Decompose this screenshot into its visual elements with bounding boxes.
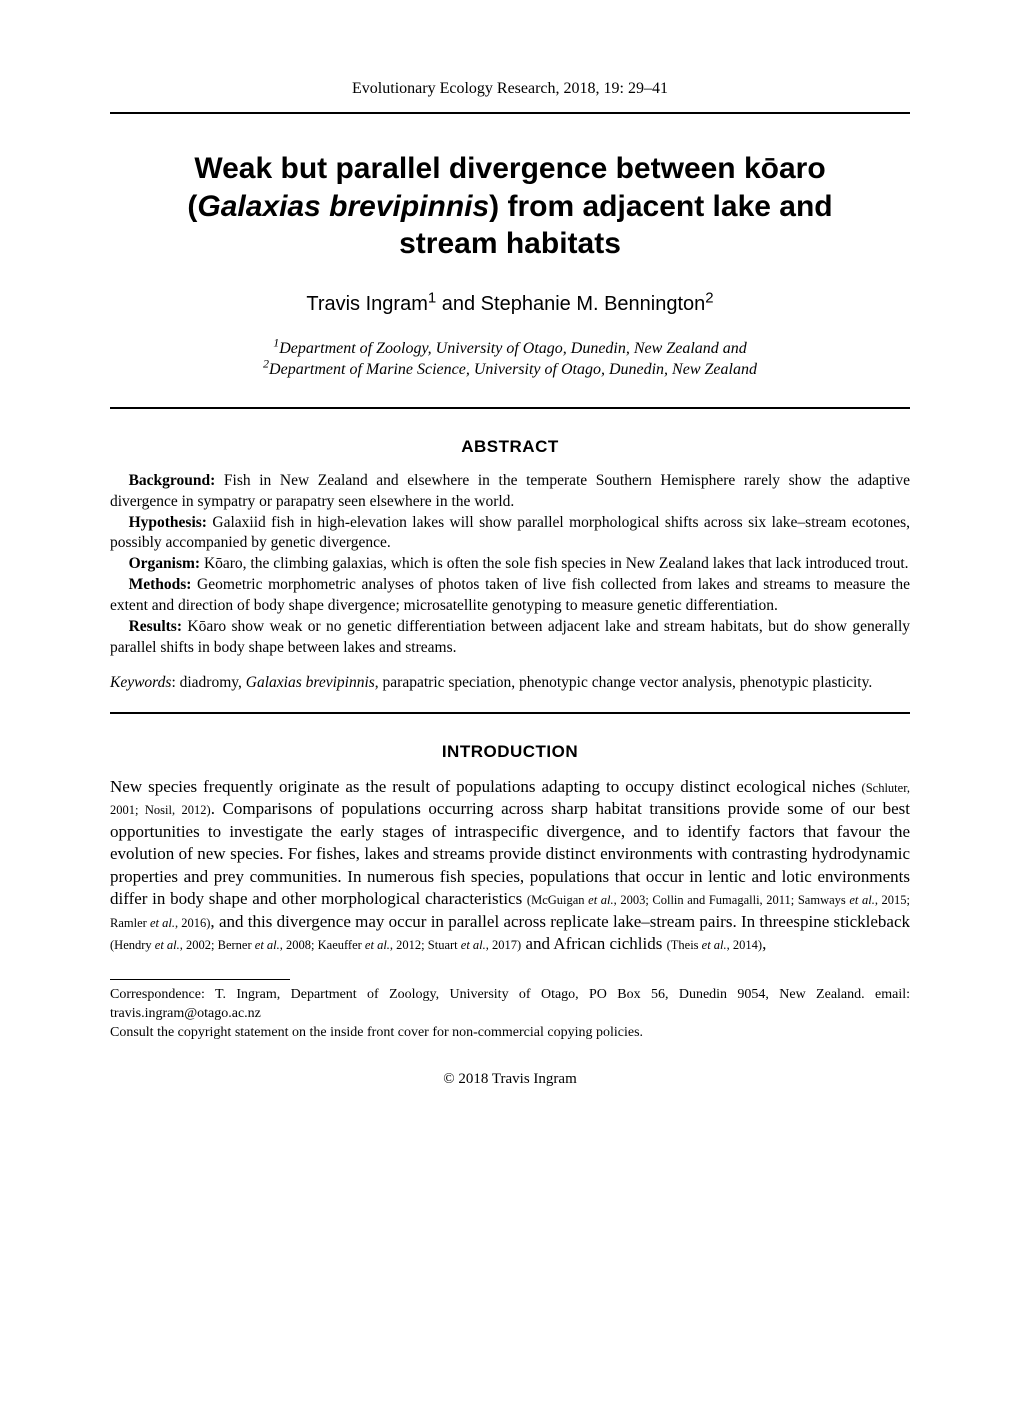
after-affil-rule — [110, 407, 910, 409]
footnotes: Correspondence: T. Ingram, Department of… — [110, 986, 910, 1043]
authors-line: Travis Ingram1 and Stephanie M. Benningt… — [110, 293, 910, 316]
article-title: Weak but parallel divergence between kōa… — [150, 150, 870, 263]
copyright-notice-footnote: Consult the copyright statement on the i… — [110, 1024, 910, 1043]
affiliations: 1Department of Zoology, University of Ot… — [110, 338, 910, 381]
introduction-body: New species frequently originate as the … — [110, 776, 910, 956]
abstract-item: Organism: Kōaro, the climbing galaxias, … — [110, 554, 910, 575]
abstract-item: Hypothesis: Galaxiid fish in high-elevat… — [110, 513, 910, 555]
introduction-heading: INTRODUCTION — [110, 742, 910, 762]
abstract-item: Results: Kōaro show weak or no genetic d… — [110, 617, 910, 659]
abstract-item: Methods: Geometric morphometric analyses… — [110, 575, 910, 617]
top-rule — [110, 112, 910, 114]
abstract-heading: ABSTRACT — [110, 437, 910, 457]
abstract-item: Background: Fish in New Zealand and else… — [110, 471, 910, 513]
keywords-line: Keywords: diadromy, Galaxias brevipinnis… — [110, 673, 910, 694]
after-abstract-rule — [110, 712, 910, 714]
correspondence-footnote: Correspondence: T. Ingram, Department of… — [110, 986, 910, 1024]
footnote-rule — [110, 979, 290, 980]
copyright-line: © 2018 Travis Ingram — [110, 1071, 910, 1088]
journal-citation: Evolutionary Ecology Research, 2018, 19:… — [110, 80, 910, 98]
abstract-block: Background: Fish in New Zealand and else… — [110, 471, 910, 694]
